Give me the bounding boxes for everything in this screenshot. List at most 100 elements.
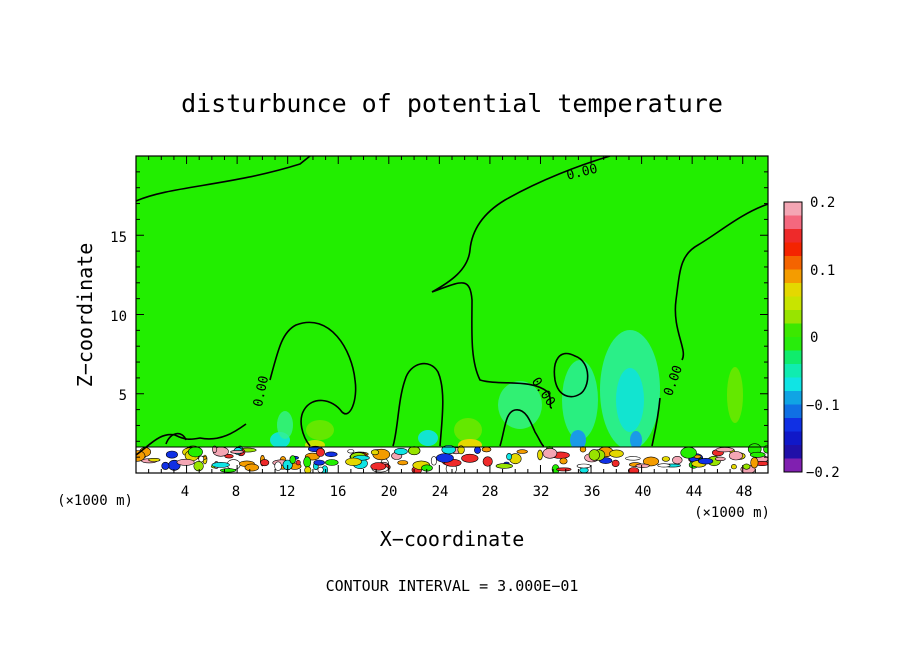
boundary-layer-patch bbox=[303, 456, 312, 468]
x-axis: 4 8 12 16 20 24 28 32 36 40 44 48 bbox=[181, 484, 753, 500]
colorbar-band bbox=[784, 283, 802, 297]
boundary-layer bbox=[136, 443, 768, 473]
colorbar-band bbox=[784, 404, 802, 419]
boundary-layer-patch bbox=[474, 446, 481, 454]
cool-anomaly bbox=[277, 411, 293, 439]
boundary-layer-patch bbox=[435, 453, 454, 463]
colorbar-band bbox=[784, 431, 802, 446]
colorbar-band bbox=[784, 296, 802, 311]
colorbar-labels: 0.2 0.1 0 −0.1 −0.2 bbox=[806, 195, 840, 481]
colorbar-band bbox=[784, 269, 802, 284]
y-axis-label: Z−coordinate bbox=[73, 243, 97, 388]
boundary-layer-patch bbox=[495, 463, 513, 469]
x-axis-label: X−coordinate bbox=[380, 527, 525, 551]
contour-line bbox=[392, 362, 444, 447]
boundary-layer-patch bbox=[642, 456, 659, 467]
boundary-layer-patch bbox=[559, 457, 568, 465]
boundary-layer-patch bbox=[714, 456, 726, 462]
x-tick-label: 4 bbox=[181, 484, 189, 500]
y-tick-label: 5 bbox=[119, 388, 127, 404]
colorbar-band bbox=[784, 337, 802, 351]
colorbar-band bbox=[784, 445, 802, 459]
y-tick-label: 15 bbox=[110, 230, 127, 246]
x-tick-label: 28 bbox=[482, 484, 499, 500]
colorbar-band bbox=[784, 229, 802, 243]
boundary-layer-patch bbox=[516, 449, 528, 454]
axis-ticks bbox=[136, 156, 768, 473]
boundary-layer-patch bbox=[193, 461, 204, 472]
boundary-layer-patch bbox=[537, 449, 543, 461]
x-tick-label: 24 bbox=[432, 484, 449, 500]
boundary-layer-patch bbox=[576, 463, 591, 469]
boundary-layer-patch bbox=[345, 457, 362, 466]
boundary-layer-patch bbox=[482, 456, 493, 467]
boundary-layer-patch bbox=[628, 467, 640, 473]
boundary-layer-patch bbox=[212, 445, 218, 453]
y-axis: 5 10 15 bbox=[110, 230, 127, 404]
boundary-layer-patch bbox=[211, 461, 230, 468]
boundary-layer-patch bbox=[230, 450, 245, 454]
colorbar-band bbox=[784, 458, 802, 473]
cool-anomaly bbox=[562, 360, 598, 440]
colorbar-band bbox=[784, 242, 802, 257]
x-tick-label: 8 bbox=[232, 484, 240, 500]
boundary-layer-patch bbox=[635, 463, 650, 468]
x-tick-label: 48 bbox=[736, 484, 753, 500]
colorbar-band bbox=[784, 256, 802, 270]
contour-line bbox=[651, 397, 661, 447]
boundary-layer-patch bbox=[176, 458, 195, 466]
boundary-layer-patch bbox=[715, 447, 734, 453]
boundary-layer-patch bbox=[316, 447, 325, 457]
boundary-layer-patch bbox=[457, 445, 465, 455]
boundary-layer-patch bbox=[394, 447, 408, 455]
colorbar-band bbox=[784, 418, 802, 432]
x-tick-label: 40 bbox=[635, 484, 652, 500]
contour-label: 0.00 bbox=[565, 162, 599, 184]
boundary-layer-patch bbox=[220, 468, 237, 473]
colorbar-tick-label: −0.2 bbox=[806, 465, 840, 481]
contour-line bbox=[553, 352, 589, 398]
boundary-layer-patch bbox=[244, 463, 260, 472]
boundary-layer-patch bbox=[697, 458, 714, 465]
contour-line bbox=[674, 203, 768, 361]
boundary-layer-patch bbox=[289, 455, 296, 464]
colorbar-band bbox=[784, 350, 802, 365]
colorbar bbox=[784, 202, 802, 473]
x-tick-label: 20 bbox=[381, 484, 398, 500]
boundary-layer-patch bbox=[625, 456, 641, 461]
boundary-layer-patch bbox=[430, 456, 437, 466]
y-tick-label: 10 bbox=[110, 309, 127, 325]
contour-line bbox=[431, 156, 611, 409]
boundary-layer-patch bbox=[161, 461, 170, 470]
boundary-layer-patch bbox=[609, 449, 624, 458]
boundary-layer-patch bbox=[136, 450, 146, 462]
cool-anomaly bbox=[570, 430, 586, 450]
boundary-layer-patch bbox=[556, 467, 572, 472]
boundary-layer-patch bbox=[304, 466, 312, 473]
x-tick-label: 36 bbox=[584, 484, 601, 500]
contour-line bbox=[499, 409, 545, 447]
cool-anomaly bbox=[498, 381, 542, 429]
colorbar-band bbox=[784, 323, 802, 338]
boundary-layer-patch bbox=[274, 461, 282, 471]
contour-label: 0.00 bbox=[251, 374, 272, 408]
colorbar-band bbox=[784, 202, 802, 216]
boundary-layer-patch bbox=[680, 446, 697, 459]
colorbar-tick-label: 0 bbox=[810, 330, 818, 346]
x-tick-label: 32 bbox=[533, 484, 550, 500]
boundary-layer-patch bbox=[325, 459, 339, 466]
colorbar-band bbox=[784, 364, 802, 378]
boundary-layer-patch bbox=[317, 466, 324, 473]
boundary-layer-patch bbox=[481, 446, 492, 453]
boundary-layer-patch bbox=[742, 463, 751, 470]
boundary-layer-patch bbox=[165, 450, 178, 459]
contour-line bbox=[165, 432, 187, 445]
boundary-layer-patch bbox=[324, 451, 338, 457]
x-tick-label: 12 bbox=[279, 484, 296, 500]
warm-anomaly bbox=[454, 418, 482, 442]
colorbar-band bbox=[784, 377, 802, 392]
colorbar-tick-label: −0.1 bbox=[806, 398, 840, 414]
cool-anomaly bbox=[630, 431, 642, 449]
boundary-layer-patch bbox=[187, 446, 203, 458]
colorbar-band bbox=[784, 391, 802, 405]
